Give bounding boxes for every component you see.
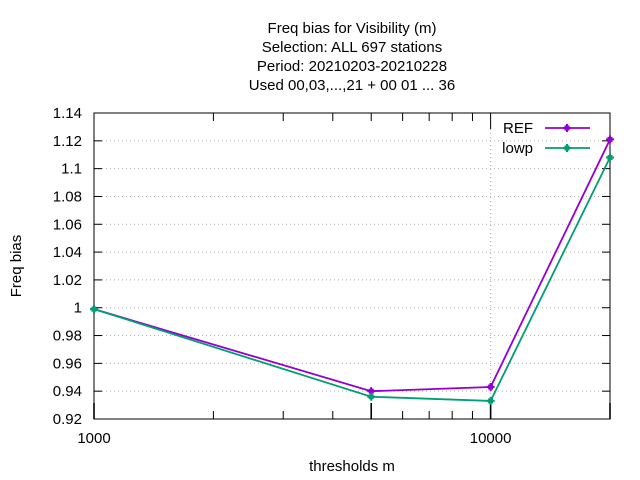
y-tick-label: 1.06 bbox=[53, 216, 82, 233]
series-line bbox=[93, 139, 611, 393]
y-tick-label: 0.96 bbox=[53, 355, 82, 372]
chart-title: Freq bias for Visibility (m) Selection: A… bbox=[249, 20, 455, 94]
legend-label: REF bbox=[503, 120, 533, 137]
y-tick-label: 0.94 bbox=[53, 383, 82, 400]
y-tick-label: 1.1 bbox=[61, 161, 82, 178]
y-tick-label: 1.02 bbox=[53, 272, 82, 289]
title-line: Period: 20210203-20210228 bbox=[257, 58, 447, 75]
x-tick-label: 10000 bbox=[470, 430, 512, 447]
y-tick-label: 1.08 bbox=[53, 188, 82, 205]
grid bbox=[94, 113, 610, 419]
axis-ticks: 0.92 0.94 0.96 0.98 1 1.02 1.04 1.06 1.08 1.1 1.12… bbox=[53, 105, 611, 447]
y-tick-label: 1.12 bbox=[53, 133, 82, 150]
x-axis-label: thresholds m bbox=[309, 458, 395, 475]
y-tick-label: 1 bbox=[74, 300, 82, 317]
y-tick-label: 0.98 bbox=[53, 328, 82, 345]
data-point bbox=[367, 392, 376, 401]
x-tick-label: 1000 bbox=[77, 430, 110, 447]
series-line bbox=[93, 157, 611, 402]
data-point bbox=[90, 305, 98, 314]
legend-label: lowp bbox=[502, 140, 533, 157]
y-tick-label: 0.92 bbox=[53, 411, 82, 428]
title-line: Used 00,03,...,21 + 00 01 ... 36 bbox=[249, 77, 455, 94]
title-line: Freq bias for Visibility (m) bbox=[268, 20, 437, 37]
legend: REF lowp bbox=[502, 120, 590, 157]
legend-marker bbox=[563, 124, 571, 132]
legend-marker bbox=[563, 144, 571, 152]
title-line: Selection: ALL 697 stations bbox=[262, 39, 442, 56]
data-point bbox=[486, 383, 495, 392]
y-tick-label: 1.04 bbox=[53, 244, 82, 261]
data-point bbox=[486, 396, 495, 405]
y-axis-label: Freq bias bbox=[8, 235, 25, 298]
data-point bbox=[606, 135, 614, 144]
plot-frame bbox=[93, 112, 611, 420]
y-tick-label: 1.14 bbox=[53, 105, 82, 122]
data-point bbox=[606, 153, 614, 162]
series bbox=[90, 135, 614, 405]
